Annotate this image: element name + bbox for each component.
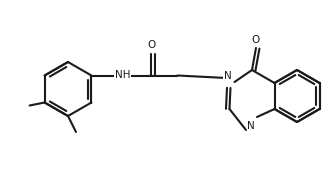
Text: N: N bbox=[247, 121, 255, 131]
Text: NH: NH bbox=[115, 70, 130, 81]
Text: O: O bbox=[252, 35, 260, 45]
Text: N: N bbox=[224, 71, 232, 81]
Text: O: O bbox=[147, 40, 156, 50]
